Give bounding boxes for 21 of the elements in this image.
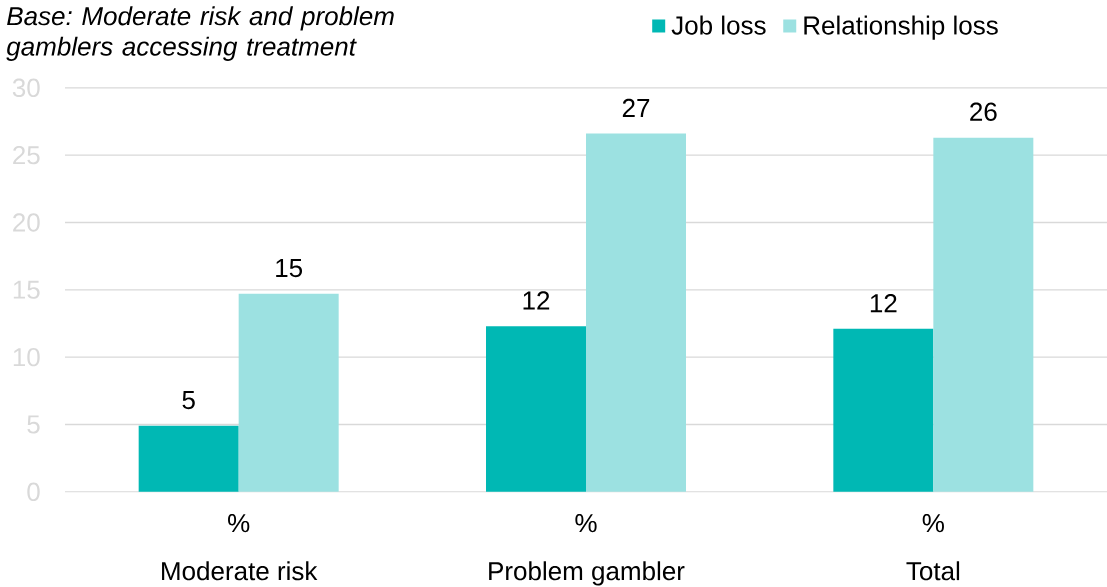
x-tick-label: Total — [906, 561, 960, 581]
bar — [833, 328, 934, 492]
data-label: 5 — [182, 391, 195, 410]
bar — [933, 137, 1034, 492]
bar — [238, 293, 339, 492]
text: % — [575, 514, 597, 533]
data-label: 27 — [622, 98, 650, 117]
data-label: 26 — [970, 102, 997, 121]
legend-label: Relationship loss — [804, 15, 998, 40]
data-label: 12 — [523, 291, 550, 310]
bar — [486, 326, 587, 492]
text: % — [922, 514, 944, 533]
data-label: 15 — [276, 259, 303, 278]
text: Base: Moderate risk and problem gamblers accessing treatment — [6, 6, 394, 61]
legend-label: Job loss — [671, 15, 766, 35]
data-label: 12 — [870, 294, 897, 313]
bar — [586, 133, 686, 492]
x-tick-label: Moderate risk — [162, 561, 318, 581]
bar — [138, 425, 239, 492]
x-tick-label: Problem gambler — [489, 561, 685, 586]
x-axis-title: % — [228, 514, 250, 533]
